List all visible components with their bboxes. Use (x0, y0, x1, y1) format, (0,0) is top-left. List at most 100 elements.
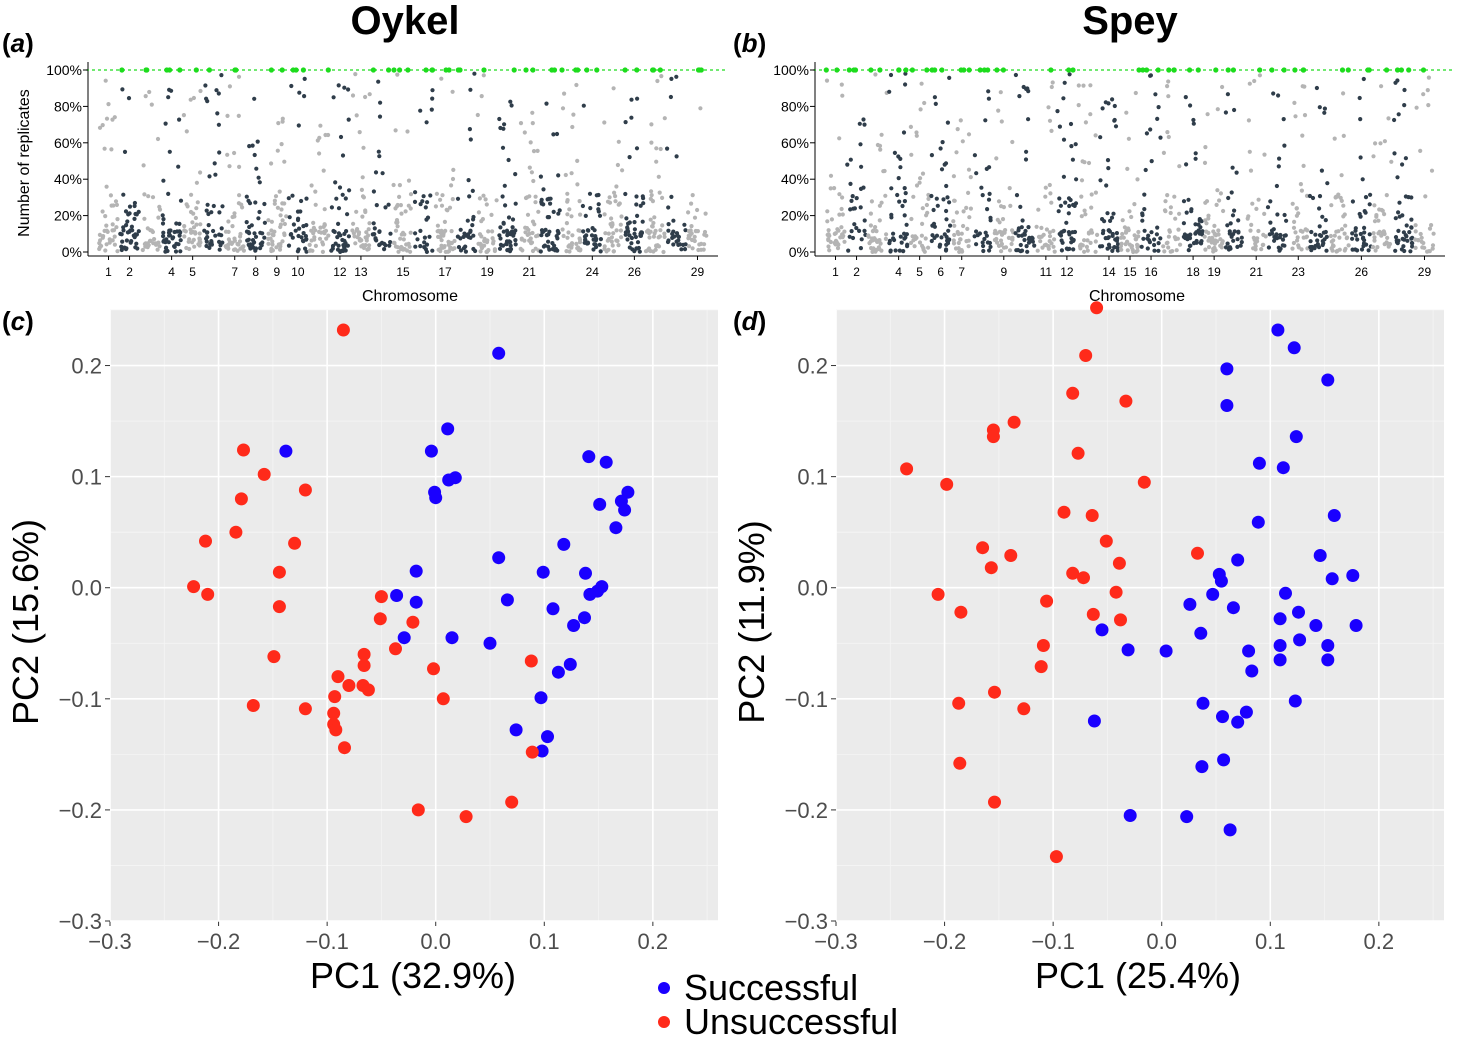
manhattan-point (1294, 206, 1299, 211)
manhattan-point (827, 248, 832, 253)
manhattan-point (538, 174, 544, 179)
manhattan-point (471, 217, 476, 222)
manhattan-point (926, 196, 931, 201)
y-tick-label: 0.1 (797, 465, 828, 490)
manhattan-point (658, 228, 663, 233)
manhattan-point (193, 215, 198, 221)
unsuccessful-point (1099, 534, 1113, 548)
manhattan-point (692, 238, 697, 244)
manhattan-point (1144, 131, 1149, 136)
successful-point (583, 587, 597, 601)
manhattan-point (1109, 215, 1115, 220)
manhattan-point (1255, 236, 1260, 241)
manhattan-point (569, 214, 574, 219)
successful-point (442, 473, 456, 487)
manhattan-point (887, 238, 893, 243)
successful-point (492, 346, 506, 360)
manhattan-point (423, 205, 428, 210)
manhattan-point (1256, 197, 1261, 202)
manhattan-point (1293, 114, 1298, 119)
manhattan-point (654, 146, 659, 151)
manhattan-point (295, 217, 301, 223)
manhattan-point (236, 113, 241, 118)
manhattan-point (155, 136, 161, 142)
significant-point (1420, 67, 1427, 73)
manhattan-point (690, 193, 695, 198)
manhattan-point (483, 197, 488, 202)
manhattan-point (262, 220, 267, 225)
manhattan-point (475, 112, 480, 118)
manhattan-point (527, 165, 532, 170)
manhattan-point (121, 228, 126, 233)
manhattan-point (249, 223, 254, 228)
manhattan-point (433, 204, 438, 209)
manhattan-point (1010, 139, 1015, 145)
manhattan-point (1282, 143, 1287, 148)
significant-point (1187, 67, 1193, 73)
manhattan-point (623, 191, 628, 197)
manhattan-point (115, 249, 120, 254)
manhattan-point (1317, 206, 1322, 211)
manhattan-point (1276, 164, 1281, 169)
manhattan-point (1009, 241, 1014, 247)
significant-point (823, 67, 829, 73)
significant-point (1292, 67, 1298, 73)
unsuccessful-point (1066, 386, 1080, 400)
manhattan-point (223, 244, 228, 249)
manhattan-point (637, 249, 642, 254)
manhattan-point (882, 168, 887, 174)
successful-point (1123, 809, 1137, 822)
manhattan-point (1373, 141, 1378, 146)
manhattan-point (956, 231, 961, 237)
manhattan-point (167, 149, 172, 154)
manhattan-point (393, 206, 398, 211)
manhattan-point (103, 248, 108, 253)
manhattan-a-ylabel: Number of replicates (16, 89, 33, 237)
manhattan-point (958, 237, 963, 242)
manhattan-point (256, 175, 261, 180)
manhattan-point (627, 220, 632, 225)
unsuccessful-point (976, 541, 990, 555)
manhattan-point (1024, 149, 1029, 154)
unsuccessful-point (1077, 571, 1090, 585)
manhattan-point (1296, 211, 1301, 216)
manhattan-point (544, 101, 549, 106)
unsuccessful-point (1109, 585, 1123, 599)
manhattan-point (996, 199, 1002, 204)
manhattan-point (171, 235, 176, 240)
manhattan-point (914, 133, 919, 138)
manhattan-point (972, 153, 978, 158)
significant-point (511, 67, 517, 73)
manhattan-point (921, 247, 926, 252)
manhattan-point (1165, 130, 1170, 135)
manhattan-point (110, 222, 115, 227)
manhattan-point (226, 219, 231, 224)
significant-point (1365, 67, 1371, 73)
manhattan-point (1193, 156, 1198, 161)
manhattan-point (157, 244, 162, 249)
manhattan-point (1373, 248, 1378, 253)
significant-point (119, 67, 125, 73)
manhattan-point (908, 124, 914, 129)
manhattan-point (336, 83, 341, 88)
manhattan-point (395, 245, 400, 250)
manhattan-point (302, 76, 307, 81)
y-tick-label: 0.2 (71, 354, 102, 379)
successful-point (1251, 515, 1265, 529)
significant-point (144, 67, 150, 73)
manhattan-point (1323, 229, 1328, 235)
manhattan-point (835, 246, 841, 251)
manhattan-point (415, 237, 420, 242)
manhattan-point (446, 249, 452, 254)
significant-point (924, 67, 930, 73)
manhattan-point (627, 155, 632, 160)
manhattan-point (307, 242, 312, 247)
manhattan-point (377, 229, 382, 234)
manhattan-point (1366, 248, 1371, 253)
manhattan-point (1320, 242, 1325, 248)
successful-point (1273, 639, 1287, 652)
manhattan-point (112, 234, 117, 239)
manhattan-point (120, 87, 125, 92)
manhattan-point (1400, 213, 1405, 218)
manhattan-point (270, 239, 275, 244)
